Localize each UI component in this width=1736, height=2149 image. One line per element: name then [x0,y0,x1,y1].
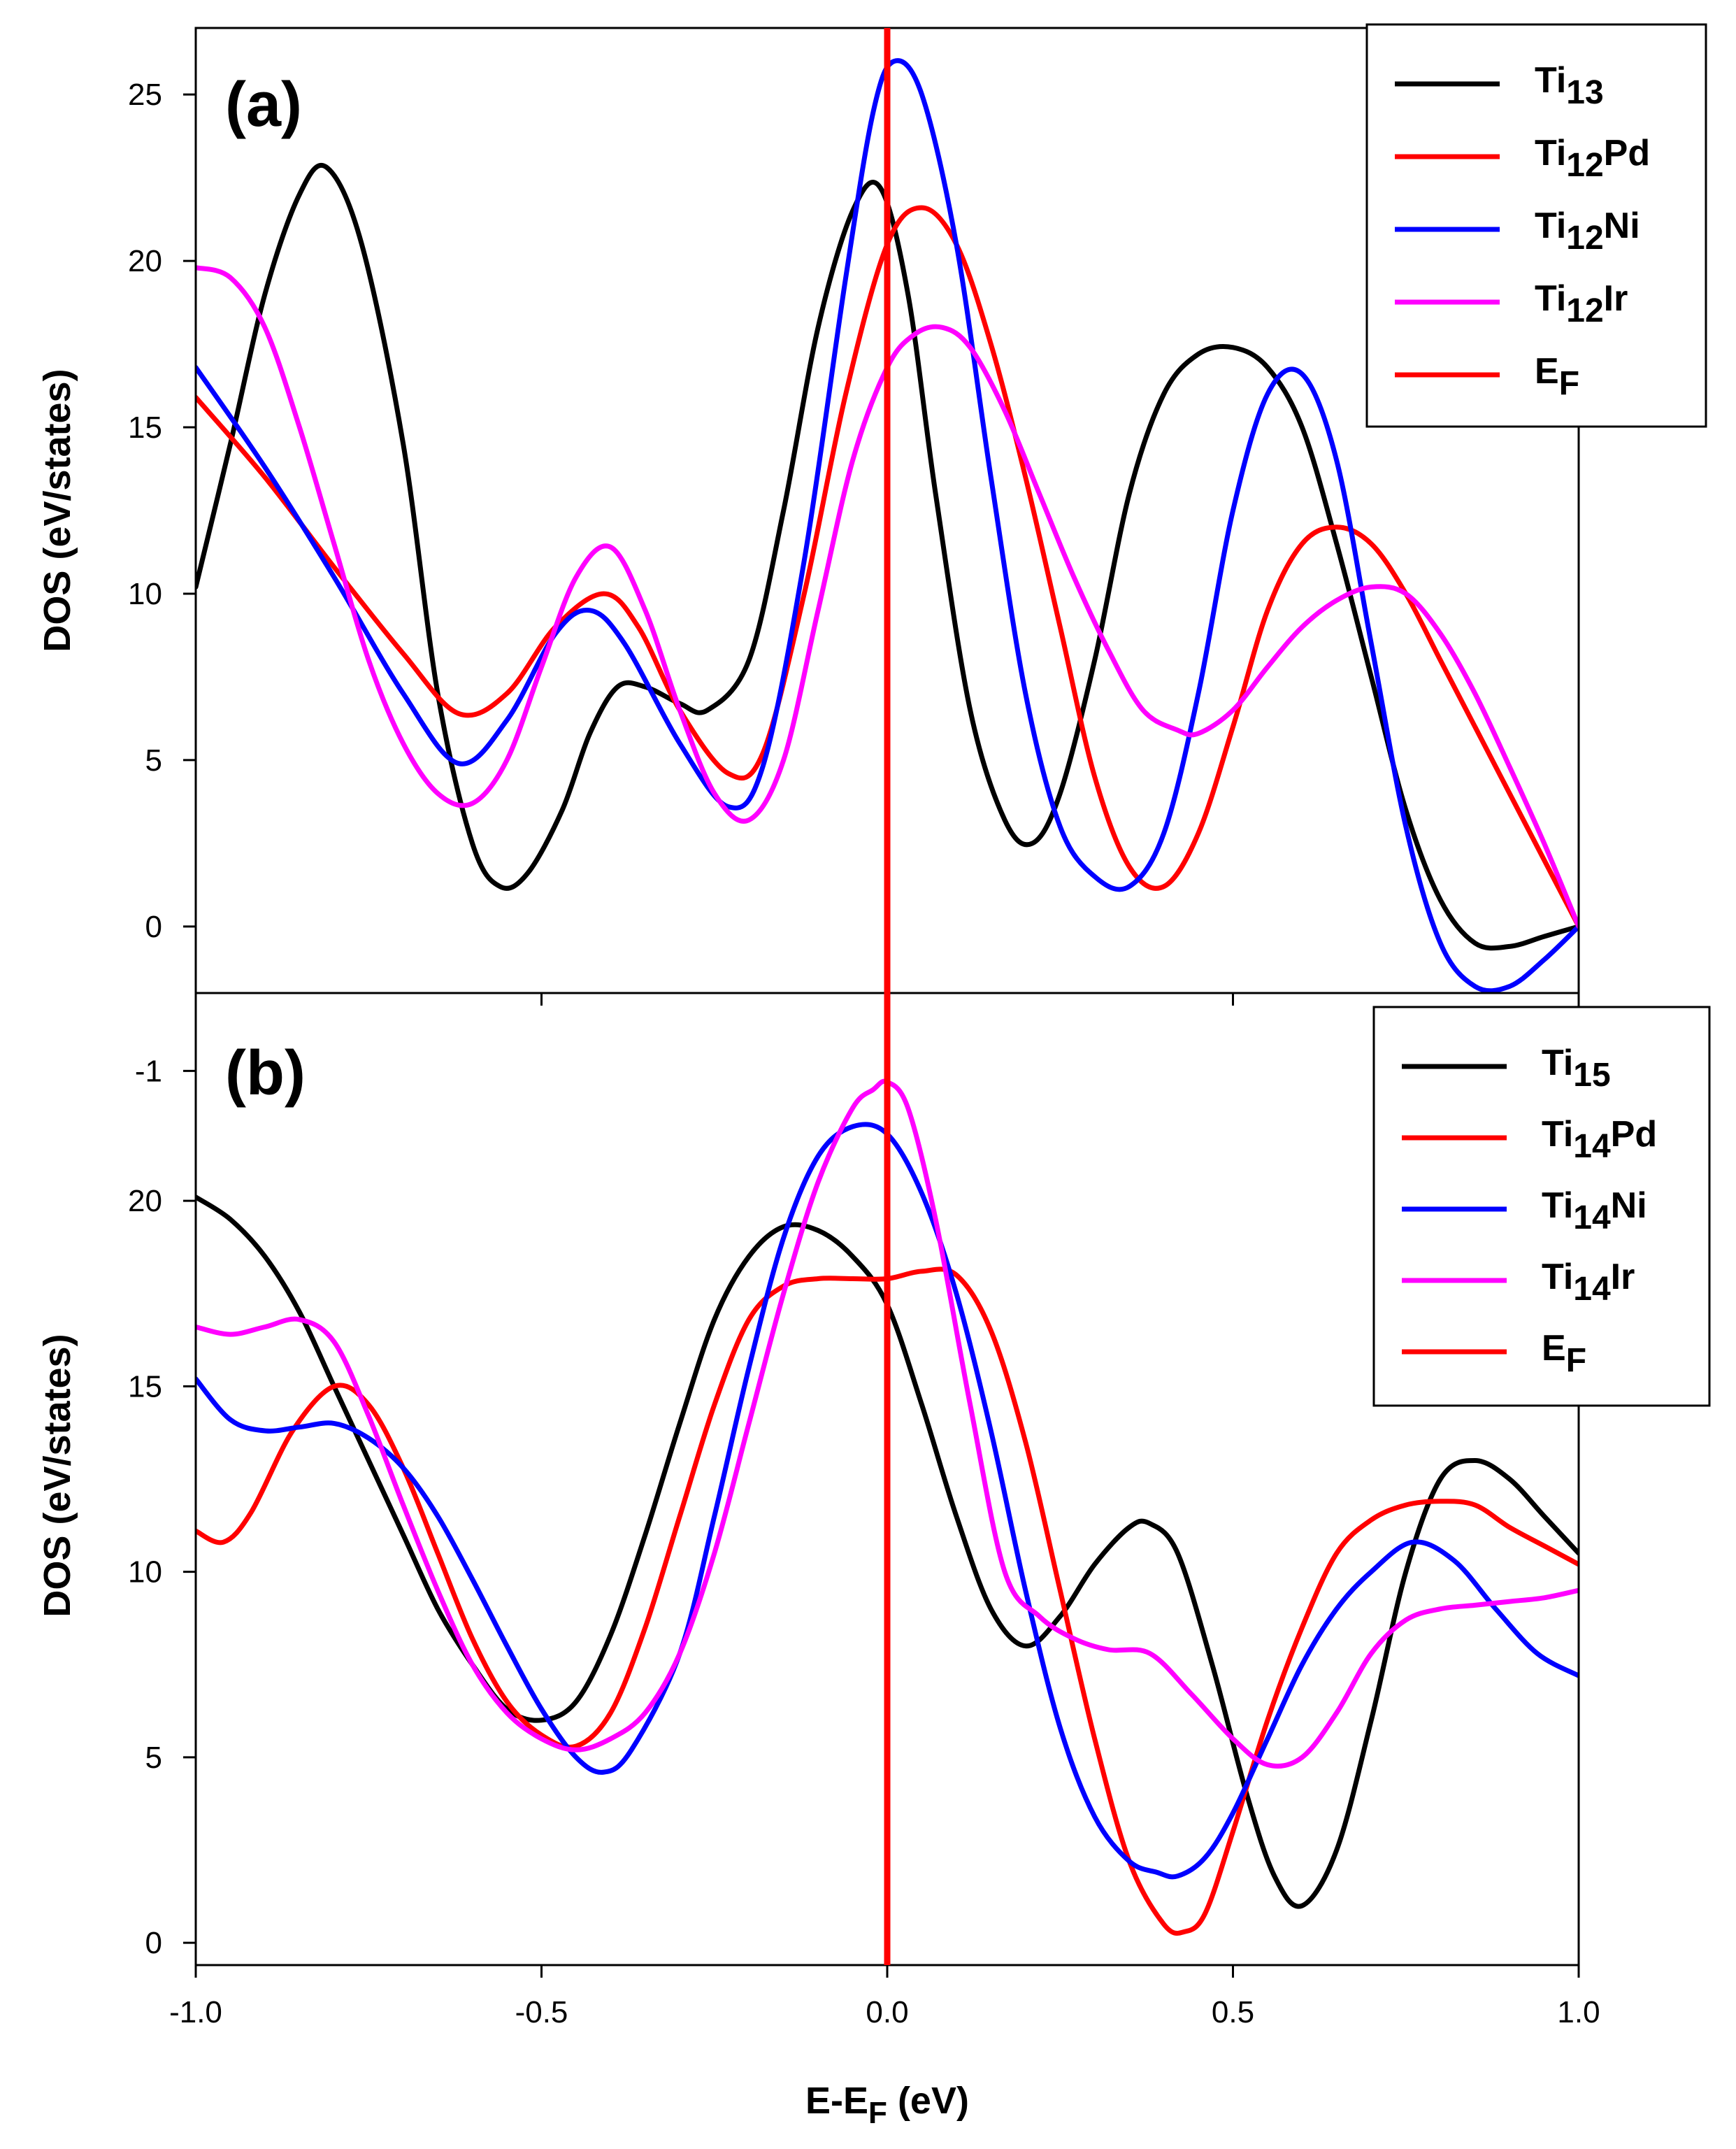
y-tick-label-a: 25 [128,78,162,112]
x-axis-title-sub: F [868,2096,887,2130]
x-tick-label-b: -0.5 [515,1995,568,2029]
y-tick-label-b: 5 [145,1741,162,1775]
legend-label-b: Ti14Ni [1542,1185,1647,1236]
y-tick-label-a: 0 [145,910,162,944]
legend-label-b: Ti14Ir [1542,1257,1635,1308]
y-tick-label-b: 15 [128,1369,162,1404]
panel-a-ylabel: DOS (eV/states) [36,369,78,652]
x-axis-title: E-EF (eV) [805,2080,969,2130]
panel-b: 0 5 10 15 20 -1 -1.0 -0.5 0.0 0.5 1.0 DOS (eV/stat… [36,992,1711,2029]
series-line-a-ti12ir [196,265,1579,929]
series-line-b-ti14ir [196,1078,1579,1769]
series-line-b-ti14ni [196,1122,1579,1880]
y-tick-label-b: -1 [135,1054,162,1088]
y-tick-label-a: 15 [128,410,162,445]
legend-label-a: EF [1535,351,1579,402]
y-tick-label-b: 0 [145,1926,162,1960]
panel-a-legend: Ti13 Ti12Pd Ti12Ni Ti12Ir EF [1365,23,1707,428]
panel-a: 0 5 10 15 20 25 DOS (eV/states) (a) Ti13 Ti12P… [36,23,1707,1006]
legend-label-a: Ti12Pd [1535,133,1650,184]
legend-label-b: Ti15 [1542,1043,1611,1094]
panel-b-legend-box [1372,1006,1711,1407]
y-tick-label-a: 10 [128,577,162,611]
panel-a-legend-box [1365,23,1707,428]
series-line-a-ti13 [196,162,1579,951]
panel-a-label: (a) [225,70,302,140]
legend-label-a: Ti13 [1535,60,1604,111]
series-line-a-ti12pd [196,205,1579,929]
series-line-b-ti14pd [196,1266,1579,1936]
x-tick-label-b: 0.5 [1212,1995,1254,2029]
y-tick-label-a: 20 [128,244,162,278]
y-tick-label-b: 10 [128,1555,162,1590]
x-tick-label-b: 0.0 [866,1995,908,2029]
panel-b-label: (b) [225,1038,306,1108]
panel-b-ylabel: DOS (eV/states) [36,1334,78,1617]
legend-label-b: Ti14Pd [1542,1114,1657,1165]
legend-label-a: Ti12Ni [1535,206,1640,257]
y-tick-label-a: 5 [145,743,162,778]
x-tick-label-b: 1.0 [1557,1995,1600,2029]
x-tick-label-b: -1.0 [169,1995,222,2029]
x-axis-title-unit: (eV) [887,2080,969,2122]
legend-label-b: EF [1542,1328,1586,1379]
legend-label-a: Ti12Ir [1535,278,1628,329]
panel-b-legend: Ti15 Ti14Pd Ti14Ni Ti14Ir EF [1372,1006,1711,1407]
x-axis-title-main: E-E [805,2080,868,2122]
y-tick-label-b: 20 [128,1184,162,1218]
series-line-b-ti15 [196,1194,1579,1909]
